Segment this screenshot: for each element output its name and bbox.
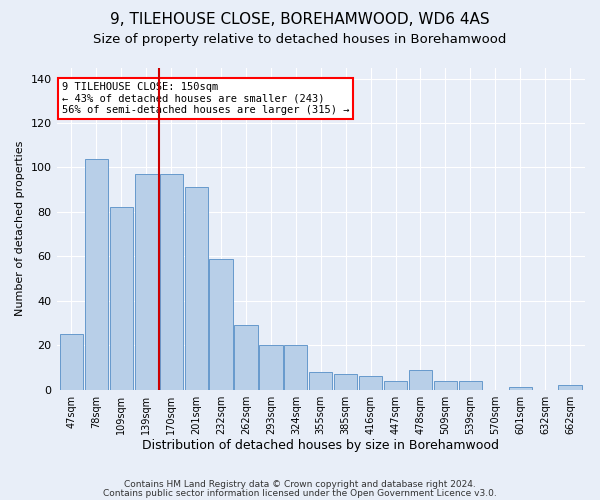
Bar (134, 174, 158, 390)
Bar (209, 258, 233, 390)
Bar (434, 381, 457, 390)
Bar (559, 386, 581, 390)
Bar (359, 376, 382, 390)
Bar (459, 381, 482, 390)
Bar (110, 208, 133, 390)
Bar (509, 388, 532, 390)
Bar (235, 326, 257, 390)
Bar (284, 346, 307, 390)
Text: Contains public sector information licensed under the Open Government Licence v3: Contains public sector information licen… (103, 488, 497, 498)
Bar (309, 372, 332, 390)
Bar (60, 334, 83, 390)
Y-axis label: Number of detached properties: Number of detached properties (15, 141, 25, 316)
Text: 9 TILEHOUSE CLOSE: 150sqm
← 43% of detached houses are smaller (243)
56% of semi: 9 TILEHOUSE CLOSE: 150sqm ← 43% of detac… (62, 82, 349, 115)
Bar (384, 381, 407, 390)
Bar (185, 188, 208, 390)
Text: Contains HM Land Registry data © Crown copyright and database right 2024.: Contains HM Land Registry data © Crown c… (124, 480, 476, 489)
X-axis label: Distribution of detached houses by size in Borehamwood: Distribution of detached houses by size … (142, 440, 499, 452)
Bar (85, 158, 108, 390)
Bar (409, 370, 432, 390)
Text: 9, TILEHOUSE CLOSE, BOREHAMWOOD, WD6 4AS: 9, TILEHOUSE CLOSE, BOREHAMWOOD, WD6 4AS (110, 12, 490, 28)
Bar (160, 174, 183, 390)
Text: Size of property relative to detached houses in Borehamwood: Size of property relative to detached ho… (94, 32, 506, 46)
Bar (334, 374, 357, 390)
Bar (259, 346, 283, 390)
